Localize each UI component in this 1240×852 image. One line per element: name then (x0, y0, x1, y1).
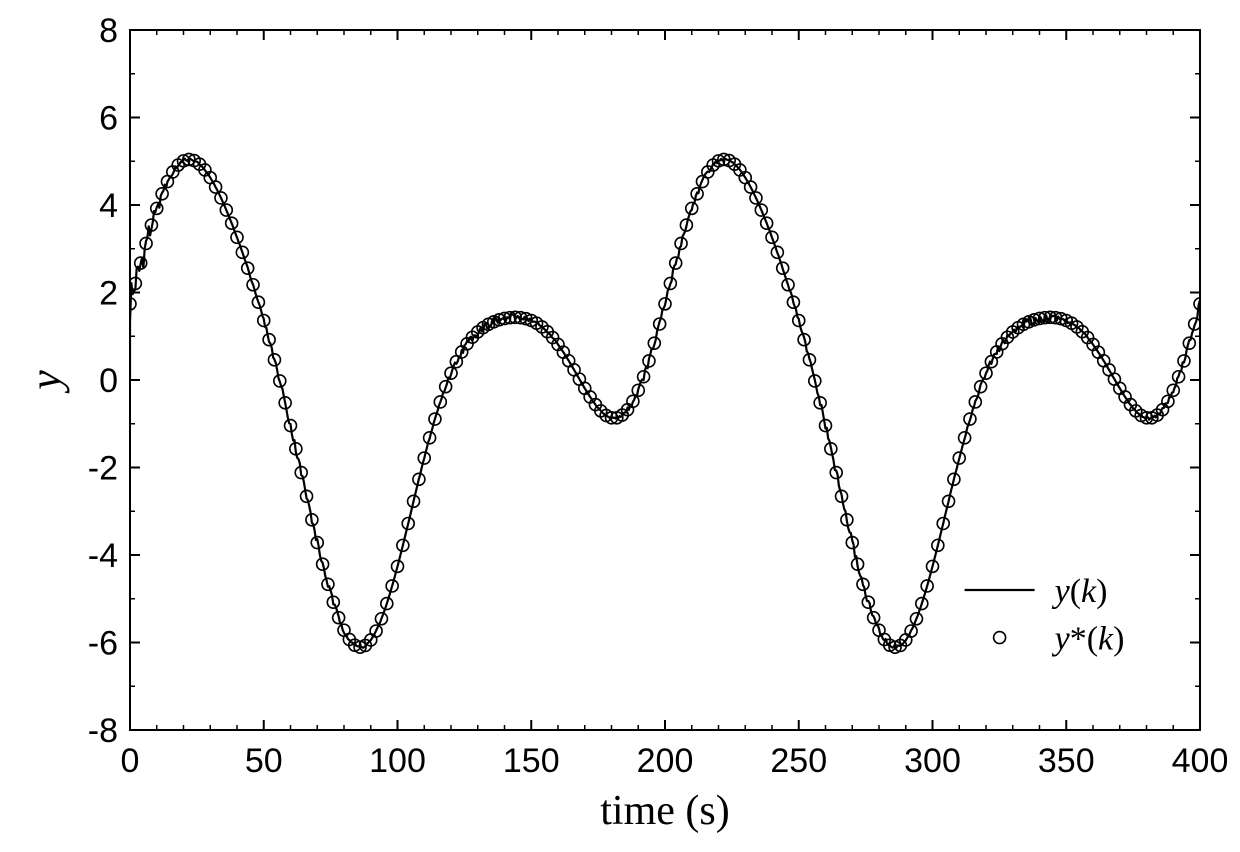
x-tick-label: 50 (245, 742, 283, 780)
x-tick-label: 200 (637, 742, 694, 780)
x-tick-label: 150 (503, 742, 560, 780)
x-tick-label: 0 (121, 742, 140, 780)
legend-label-ystar: y*(k) (1052, 621, 1125, 658)
y-tick-label: -4 (88, 537, 118, 575)
x-tick-label: 250 (770, 742, 827, 780)
chart-container: 0 50 100 150 200 250 300 350 400 -8 -6 -4 -2 0 2 4 6 8 tim… (0, 0, 1240, 852)
x-tick-label: 400 (1172, 742, 1229, 780)
x-tick-label: 100 (369, 742, 426, 780)
y-tick-label: 8 (99, 12, 118, 50)
y-tick-label: -2 (88, 449, 118, 487)
y-tick-label: 4 (99, 187, 118, 225)
chart-svg: 0 50 100 150 200 250 300 350 400 -8 -6 -4 -2 0 2 4 6 8 tim… (0, 0, 1240, 852)
x-tick-label: 300 (904, 742, 961, 780)
legend-label-yk: y(k) (1052, 573, 1108, 610)
y-tick-label: 2 (99, 274, 118, 312)
y-tick-label: 0 (99, 362, 118, 400)
x-tick-label: 350 (1038, 742, 1095, 780)
y-tick-label: -6 (88, 624, 118, 662)
y-tick-label: -8 (88, 712, 118, 750)
y-axis-label: y (21, 370, 70, 394)
x-axis-label: time (s) (600, 788, 729, 834)
y-tick-label: 6 (99, 99, 118, 137)
